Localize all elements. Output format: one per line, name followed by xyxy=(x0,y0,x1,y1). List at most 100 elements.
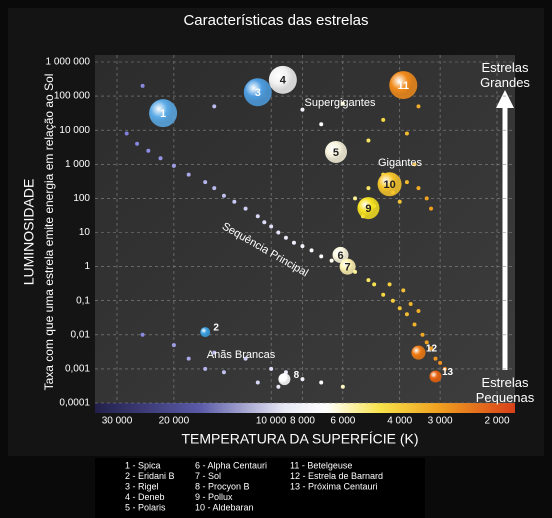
star-number: 12 xyxy=(426,343,438,354)
labeled-star xyxy=(149,99,178,128)
legend-entry: 4 - Deneb xyxy=(125,492,165,502)
legend-entry: 11 - Betelgeuse xyxy=(290,460,352,470)
y-tick-label: 1 xyxy=(84,261,90,272)
x-tick-label: 10 000 xyxy=(256,416,287,427)
star-dot xyxy=(416,308,421,313)
x-tick-label: 30 000 xyxy=(102,416,133,427)
star-dot xyxy=(319,254,324,259)
labeled-star xyxy=(377,172,402,197)
y-tick-label: 1 000 000 xyxy=(46,57,91,68)
legend-entry: 6 - Alpha Centauri xyxy=(195,460,267,470)
chart-title: Características das estrelas xyxy=(183,12,368,29)
star-dot xyxy=(340,384,345,389)
legend-box xyxy=(95,458,425,518)
star-dot xyxy=(381,292,386,297)
star-dot xyxy=(416,104,421,109)
star-dot xyxy=(412,162,417,167)
star-dot xyxy=(135,141,140,146)
star-dot xyxy=(319,380,324,385)
star-dot xyxy=(269,366,274,371)
legend-entry: 13 - Próxima Centauri xyxy=(290,481,378,491)
legend-entry: 9 - Pollux xyxy=(195,492,233,502)
star-dot xyxy=(372,282,377,287)
star-dot xyxy=(283,235,288,240)
star-dot xyxy=(203,180,208,185)
star-dot xyxy=(269,224,274,229)
x-tick-label: 8 000 xyxy=(290,416,315,427)
star-number: 13 xyxy=(442,367,454,378)
y-tick-label: 100 xyxy=(73,193,90,204)
star-dot xyxy=(340,101,345,106)
star-dot xyxy=(243,206,248,211)
star-dot xyxy=(276,230,281,235)
y-axis-label: LUMINOSIDADE xyxy=(21,179,37,286)
star-dot xyxy=(243,356,248,361)
star-number: 2 xyxy=(213,323,219,334)
annotation: Gigantes xyxy=(378,157,423,169)
star-dot xyxy=(408,302,413,307)
star-dot xyxy=(300,377,305,382)
star-dot xyxy=(381,117,386,122)
star-dot xyxy=(404,180,409,185)
star-dot xyxy=(276,384,281,389)
star-number: 6 xyxy=(337,250,343,262)
star-dot xyxy=(171,163,176,168)
x-tick-label: 3 000 xyxy=(428,416,453,427)
star-number: 9 xyxy=(365,203,371,215)
star-dot xyxy=(442,366,447,371)
star-dot xyxy=(300,244,305,249)
labeled-star xyxy=(268,65,297,94)
star-dot xyxy=(404,131,409,136)
side-label: Estrelas Pequenas xyxy=(475,375,535,405)
legend-entry: 5 - Polaris xyxy=(125,502,166,512)
y-tick-label: 1 000 xyxy=(65,159,90,170)
star-dot xyxy=(221,193,226,198)
star-dot xyxy=(309,248,314,253)
star-dot xyxy=(420,332,425,337)
star-number: 3 xyxy=(255,87,261,99)
star-dot xyxy=(353,196,358,201)
star-dot xyxy=(429,206,434,211)
labeled-star xyxy=(429,370,442,383)
star-dot xyxy=(291,240,296,245)
x-tick-label: 6 000 xyxy=(330,416,355,427)
legend-entry: 1 - Spica xyxy=(125,460,161,470)
side-label: Estrelas Grandes xyxy=(480,60,530,90)
star-dot xyxy=(212,104,217,109)
labeled-star xyxy=(411,345,426,360)
star-dot xyxy=(438,360,443,365)
star-dot xyxy=(262,220,267,225)
star-dot xyxy=(212,186,217,191)
star-dot xyxy=(300,107,305,112)
labeled-star xyxy=(332,246,349,263)
star-dot xyxy=(424,340,429,345)
y-tick-label: 10 000 xyxy=(59,125,90,136)
labeled-star xyxy=(339,258,356,275)
star-number: 10 xyxy=(383,179,395,191)
labeled-star xyxy=(324,140,347,163)
star-dot xyxy=(401,288,406,293)
star-dot xyxy=(387,282,392,287)
labeled-star xyxy=(278,373,291,386)
x-axis-label: TEMPERATURA DA SUPERFÍCIE (K) xyxy=(182,431,419,447)
labeled-star xyxy=(389,71,418,100)
arrow-head xyxy=(496,90,514,108)
annotation: Anãs Brancas xyxy=(207,349,276,361)
star-dot xyxy=(397,306,402,311)
star-dot xyxy=(146,148,151,153)
star-dot xyxy=(140,83,145,88)
star-dot xyxy=(186,356,191,361)
labeled-star xyxy=(243,78,272,107)
temperature-bar xyxy=(95,403,515,413)
star-number: 7 xyxy=(345,262,351,274)
legend-entry: 8 - Procyon B xyxy=(195,481,250,491)
x-tick-label: 4 000 xyxy=(387,416,412,427)
star-dot xyxy=(397,199,402,204)
star-dot xyxy=(429,346,434,351)
star-number: 8 xyxy=(294,370,300,381)
star-number: 1 xyxy=(160,108,166,120)
legend-entry: 12 - Estrela de Barnard xyxy=(290,471,383,481)
star-number: 4 xyxy=(280,75,287,87)
y-tick-label: 0,01 xyxy=(71,329,91,340)
